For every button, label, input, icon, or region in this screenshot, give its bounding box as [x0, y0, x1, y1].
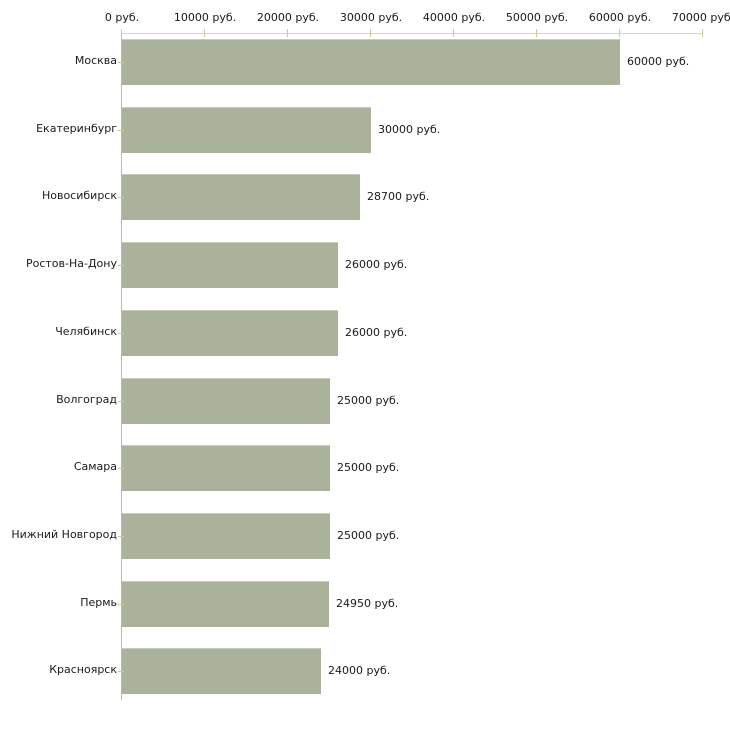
bar	[122, 513, 330, 559]
category-label: Нижний Новгород	[11, 528, 117, 541]
x-axis-tick	[287, 29, 288, 37]
y-axis-tick	[118, 265, 124, 266]
x-axis-tick-label: 40000 руб.	[422, 11, 486, 24]
category-label: Красноярск	[49, 663, 117, 676]
x-axis-tick	[453, 29, 454, 37]
value-label: 24000 руб.	[328, 664, 391, 677]
y-axis-tick	[118, 604, 124, 605]
value-label: 25000 руб.	[337, 394, 400, 407]
x-axis-tick-label: 10000 руб.	[173, 11, 237, 24]
x-axis-tick	[619, 29, 620, 37]
y-axis-tick	[118, 536, 124, 537]
bar	[122, 39, 620, 85]
value-label: 24950 руб.	[336, 597, 399, 610]
bar	[122, 648, 321, 694]
value-label: 28700 руб.	[367, 190, 430, 203]
bar	[122, 445, 330, 491]
x-axis-tick	[536, 29, 537, 37]
x-axis-tick	[702, 29, 703, 37]
value-label: 30000 руб.	[378, 123, 441, 136]
x-axis-tick-label: 0 руб.	[104, 11, 140, 24]
x-axis-tick	[370, 29, 371, 37]
category-label: Новосибирск	[41, 189, 117, 202]
bar	[122, 174, 360, 220]
category-label: Волгоград	[56, 393, 117, 406]
bar	[122, 107, 371, 153]
y-axis-tick	[118, 671, 124, 672]
plot-area: 0 руб. 10000 руб. 20000 руб. 30000 руб. 4000…	[105, 11, 730, 700]
bar	[122, 378, 330, 424]
y-axis-tick	[118, 333, 124, 334]
value-label: 60000 руб.	[627, 55, 690, 68]
y-axis-tick	[118, 401, 124, 402]
x-axis-tick	[204, 29, 205, 37]
category-label: Москва	[74, 54, 117, 67]
x-axis-tick-label: 30000 руб.	[339, 11, 403, 24]
category-label: Самара	[73, 460, 117, 473]
category-label: Челябинск	[55, 325, 117, 338]
y-axis-tick	[118, 197, 124, 198]
x-axis-tick-label: 60000 руб.	[588, 11, 652, 24]
x-axis-tick-label: 20000 руб.	[256, 11, 320, 24]
x-axis-tick	[121, 29, 122, 37]
y-axis-tick	[118, 468, 124, 469]
y-axis-tick	[118, 130, 124, 131]
value-label: 26000 руб.	[345, 258, 408, 271]
x-axis-tick-label: 50000 руб.	[505, 11, 569, 24]
bar	[122, 242, 338, 288]
y-axis-tick	[118, 62, 124, 63]
value-label: 25000 руб.	[337, 461, 400, 474]
value-label: 26000 руб.	[345, 326, 408, 339]
x-axis-tick-label: 70000 руб.	[671, 11, 730, 24]
bar	[122, 581, 329, 627]
category-label: Пермь	[80, 596, 117, 609]
bar	[122, 310, 338, 356]
category-label: Ростов-На-Дону	[25, 257, 117, 270]
value-label: 25000 руб.	[337, 529, 400, 542]
category-label: Екатеринбург	[36, 122, 117, 135]
